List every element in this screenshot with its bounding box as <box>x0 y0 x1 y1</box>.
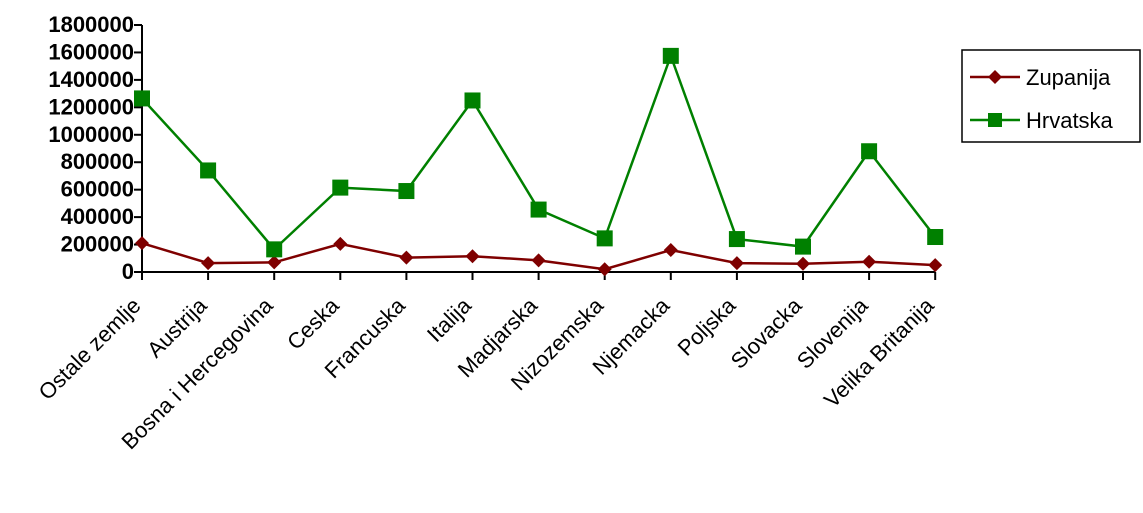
series-zupanija <box>135 236 943 277</box>
data-point-zupanija <box>333 236 348 251</box>
y-tick-label: 1000000 <box>48 122 134 147</box>
data-point-hrvatska <box>662 47 679 64</box>
legend: Zupanija Hrvatska <box>961 49 1141 143</box>
data-point-zupanija <box>201 256 216 271</box>
data-point-zupanija <box>267 255 282 270</box>
y-tick-label: 1800000 <box>48 12 134 37</box>
data-point-hrvatska <box>927 229 944 246</box>
legend-label-zupanija: Zupanija <box>1026 65 1111 90</box>
data-point-zupanija <box>663 243 678 258</box>
data-point-hrvatska <box>332 179 349 196</box>
y-tick-label: 600000 <box>61 177 134 202</box>
x-tick-label: Ceska <box>282 292 344 354</box>
x-tick-label: Italija <box>422 292 477 347</box>
y-tick-label: 200000 <box>61 232 134 257</box>
data-point-hrvatska <box>266 241 283 258</box>
data-point-zupanija <box>862 254 877 269</box>
data-point-zupanija <box>928 258 943 273</box>
y-tick-label: 1400000 <box>48 67 134 92</box>
series-line-hrvatska <box>141 52 937 252</box>
axes: 0200000400000600000800000100000012000001… <box>34 12 940 454</box>
legend-marker-zupanija <box>988 70 1002 84</box>
data-point-hrvatska <box>861 143 878 160</box>
data-point-hrvatska <box>728 231 745 248</box>
data-point-hrvatska <box>398 183 415 200</box>
series-hrvatska <box>134 47 944 258</box>
data-point-hrvatska <box>200 162 217 179</box>
data-point-zupanija <box>796 256 810 271</box>
legend-marker-hrvatska <box>988 113 1002 127</box>
data-point-zupanija <box>399 250 414 265</box>
data-point-hrvatska <box>596 230 613 247</box>
y-tick-label: 0 <box>122 259 134 284</box>
x-tick-label: Slovacka <box>726 292 807 373</box>
data-point-hrvatska <box>464 92 481 109</box>
series-layer <box>134 47 944 277</box>
data-point-hrvatska <box>530 201 547 218</box>
data-point-zupanija <box>729 256 744 271</box>
y-tick-label: 1200000 <box>48 94 134 119</box>
data-point-hrvatska <box>134 90 150 107</box>
data-point-zupanija <box>465 249 480 264</box>
data-point-zupanija <box>531 253 546 268</box>
legend-label-hrvatska: Hrvatska <box>1026 108 1114 133</box>
data-point-zupanija <box>135 236 149 251</box>
data-point-zupanija <box>597 262 612 277</box>
y-tick-label: 1600000 <box>48 39 134 64</box>
y-tick-label: 800000 <box>61 149 134 174</box>
x-tick-label: Ostale zemlje <box>34 293 146 405</box>
y-tick-label: 400000 <box>61 204 134 229</box>
data-point-hrvatska <box>795 238 811 255</box>
